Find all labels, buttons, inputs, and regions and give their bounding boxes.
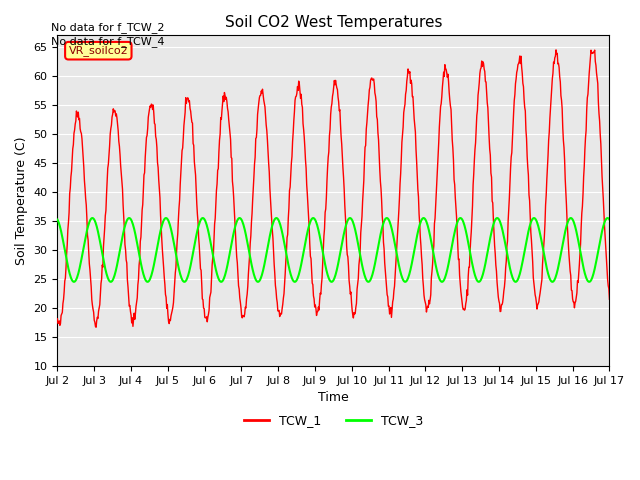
Title: Soil CO2 West Temperatures: Soil CO2 West Temperatures — [225, 15, 442, 30]
Legend: TCW_1, TCW_3: TCW_1, TCW_3 — [239, 409, 428, 432]
Text: No data for f_TCW_4: No data for f_TCW_4 — [51, 36, 164, 47]
X-axis label: Time: Time — [318, 391, 349, 404]
Y-axis label: Soil Temperature (C): Soil Temperature (C) — [15, 136, 28, 265]
Text: VR_soilco2: VR_soilco2 — [68, 45, 128, 56]
Text: No data for f_TCW_2: No data for f_TCW_2 — [51, 22, 164, 33]
